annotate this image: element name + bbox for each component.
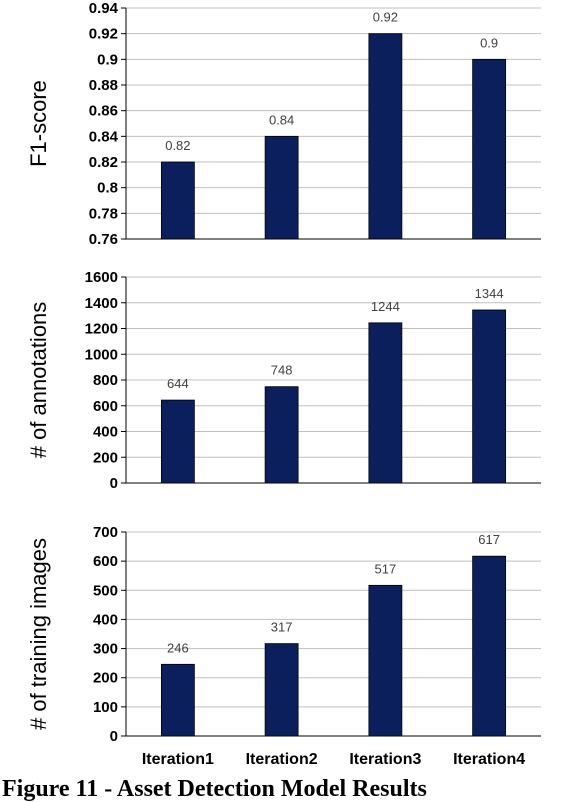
bar: [472, 309, 507, 484]
y-tick-label: 500: [93, 582, 118, 599]
y-tick-label: 200: [93, 670, 118, 687]
y-tick-label: 0.94: [89, 0, 119, 17]
data-label: 0.82: [165, 138, 190, 153]
y-axis-title: # of training images: [26, 538, 51, 730]
data-label: 517: [375, 561, 397, 576]
y-tick-label: 0.84: [89, 128, 119, 145]
data-label: 246: [167, 640, 189, 655]
figure-caption: Figure 11 - Asset Detection Model Result…: [2, 776, 427, 802]
y-tick-label: 0.86: [89, 103, 118, 120]
y-tick-label: 1000: [85, 346, 118, 363]
y-tick-label: 300: [93, 641, 118, 658]
y-tick-label: 0: [110, 475, 118, 492]
bar: [264, 643, 299, 737]
data-label: 748: [271, 363, 293, 378]
y-tick-label: 400: [93, 424, 118, 441]
bar: [160, 161, 195, 240]
data-label: 1344: [475, 286, 504, 301]
y-tick-label: 1400: [85, 295, 118, 312]
y-tick-label: 0.78: [89, 205, 118, 222]
y-tick-label: 400: [93, 611, 118, 628]
bar: [160, 663, 195, 737]
bar: [368, 584, 403, 737]
y-axis-title: F1-score: [26, 80, 51, 167]
y-tick-label: 0.9: [97, 51, 118, 68]
y-tick-label: 0.76: [89, 231, 118, 248]
y-tick-label: 0.82: [89, 154, 118, 171]
x-tick-label: Iteration3: [349, 751, 421, 768]
bar: [472, 58, 507, 240]
y-tick-label: 600: [93, 398, 118, 415]
y-tick-label: 0: [110, 728, 118, 745]
x-tick-label: Iteration1: [142, 751, 214, 768]
x-tick-label: Iteration4: [453, 751, 525, 768]
bar: [264, 386, 299, 484]
bar: [368, 33, 403, 240]
data-label: 0.9: [480, 35, 498, 50]
y-tick-label: 800: [93, 372, 118, 389]
data-label: 1244: [371, 299, 400, 314]
bar: [160, 399, 195, 484]
data-label: 644: [167, 376, 189, 391]
y-tick-label: 200: [93, 449, 118, 466]
y-tick-label: 700: [93, 524, 118, 541]
bar: [368, 322, 403, 484]
bar: [264, 135, 299, 240]
y-tick-label: 600: [93, 553, 118, 570]
x-tick-label: Iteration2: [246, 751, 318, 768]
y-tick-label: 0.88: [89, 77, 118, 94]
bar: [472, 555, 507, 737]
y-tick-label: 100: [93, 699, 118, 716]
data-label: 0.84: [269, 112, 294, 127]
data-label: 317: [271, 620, 293, 635]
y-tick-label: 0.92: [89, 26, 118, 43]
y-tick-label: 1600: [85, 269, 118, 286]
data-label: 0.92: [373, 10, 398, 25]
y-tick-label: 1200: [85, 321, 118, 338]
y-axis-title: # of annotations: [26, 302, 51, 459]
data-label: 617: [478, 532, 500, 547]
y-tick-label: 0.8: [97, 180, 118, 197]
